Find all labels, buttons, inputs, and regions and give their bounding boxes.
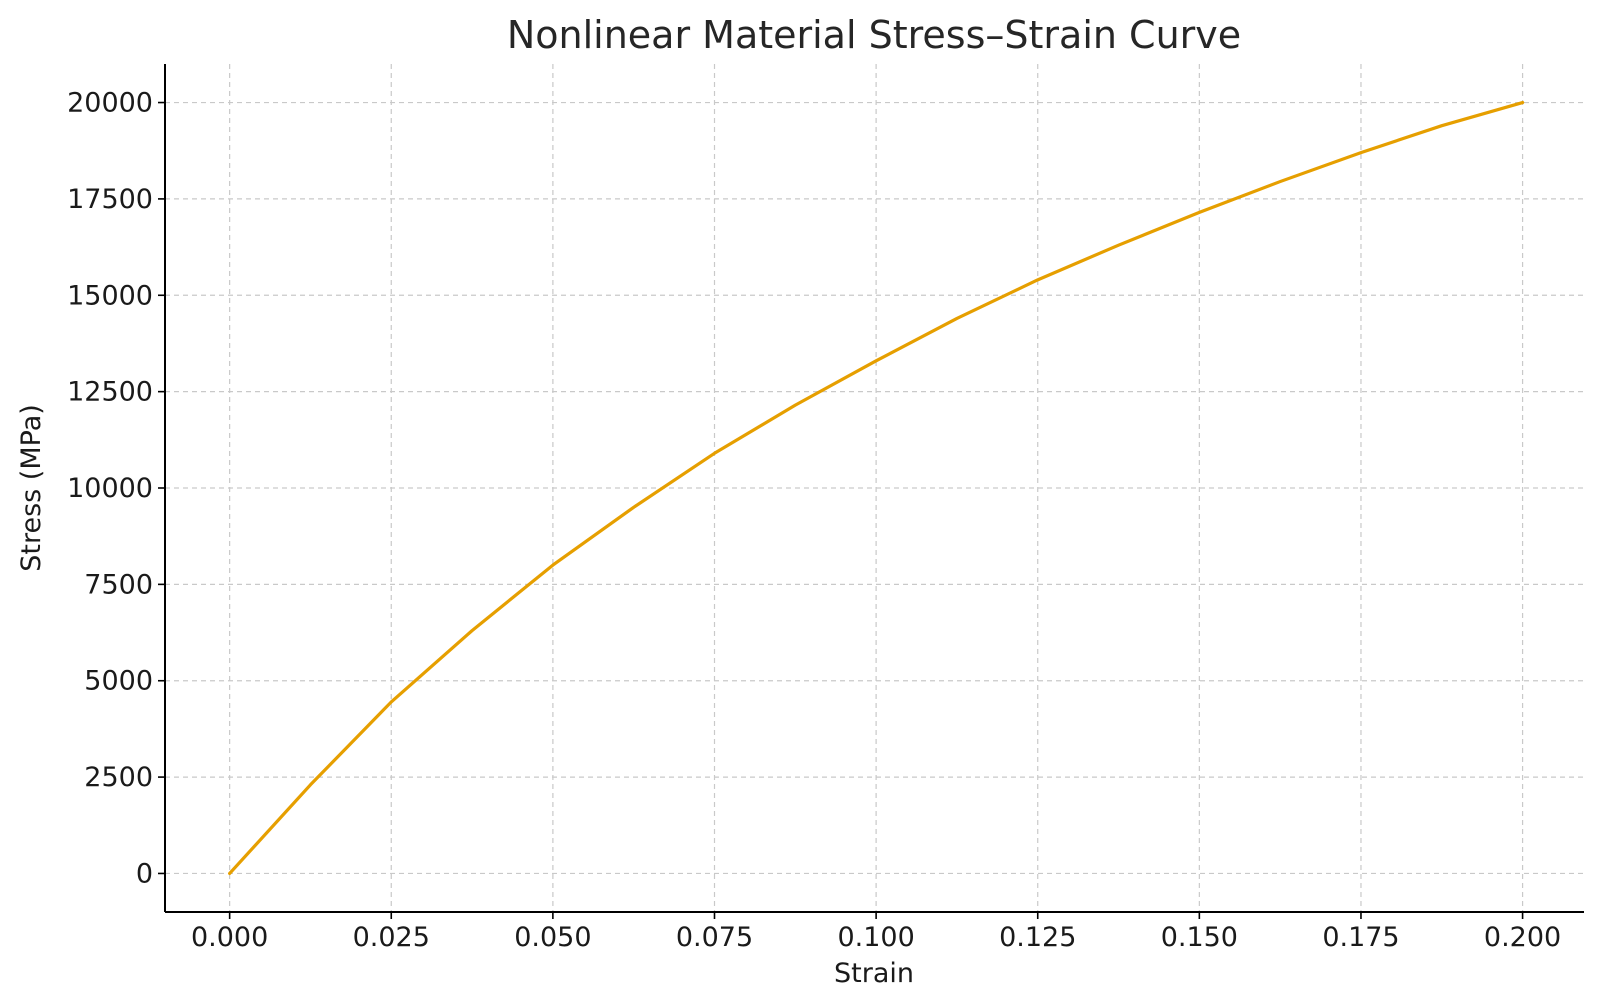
y-tick-label: 17500 — [67, 184, 153, 215]
grid — [165, 64, 1584, 912]
x-axis-label: Strain — [834, 958, 914, 989]
x-tick-label: 0.050 — [514, 922, 591, 953]
y-tick-label: 15000 — [67, 280, 153, 311]
x-tick-label: 0.075 — [676, 922, 753, 953]
x-tick-label: 0.150 — [1161, 922, 1238, 953]
x-tick-label: 0.125 — [999, 922, 1076, 953]
y-tick-label: 12500 — [67, 377, 153, 408]
x-tick-label: 0.000 — [191, 922, 268, 953]
y-tick-label: 5000 — [84, 666, 153, 697]
y-tick-label: 0 — [136, 858, 153, 889]
x-tick-label: 0.025 — [353, 922, 430, 953]
y-tick-label: 2500 — [84, 762, 153, 793]
y-tick-label: 10000 — [67, 473, 153, 504]
y-axis-ticks: 0 2500 5000 7500 10000 12500 15000 17500 20000 — [67, 88, 165, 889]
x-tick-label: 0.200 — [1484, 922, 1561, 953]
x-axis-ticks: 0.000 0.025 0.050 0.075 0.100 0.125 0.150 0.175… — [191, 912, 1561, 953]
x-tick-label: 0.100 — [837, 922, 914, 953]
y-axis-label: Stress (MPa) — [16, 404, 47, 572]
plot-area — [228, 100, 1525, 876]
x-tick-label: 0.175 — [1322, 922, 1399, 953]
y-tick-label: 20000 — [67, 88, 153, 119]
y-tick-label: 7500 — [84, 569, 153, 600]
chart-title: Nonlinear Material Stress–Strain Curve — [507, 13, 1241, 57]
